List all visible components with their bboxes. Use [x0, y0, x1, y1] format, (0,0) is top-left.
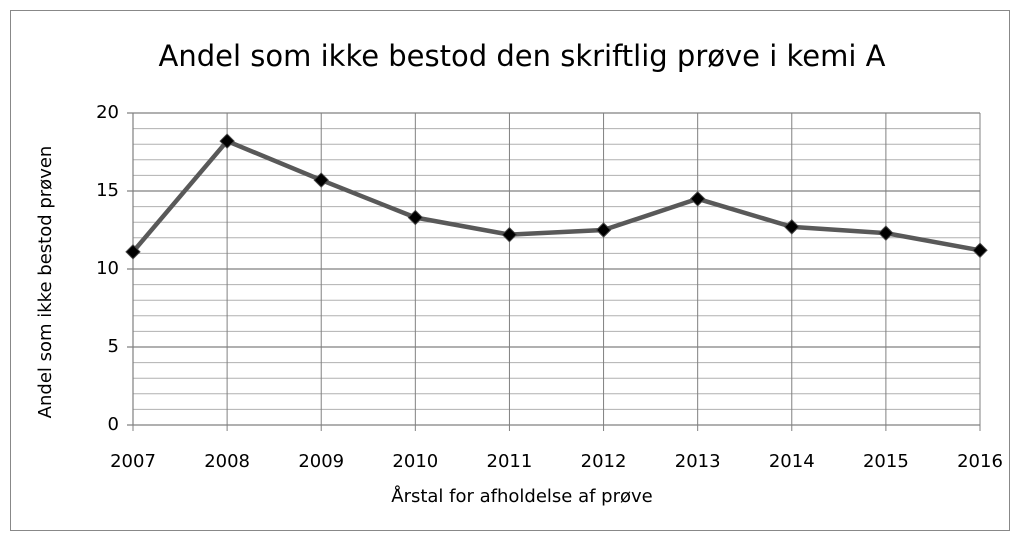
x-tick-label: 2008: [204, 451, 250, 472]
data-marker: [219, 133, 235, 149]
x-axis-label: Årstal for afholdelse af prøve: [391, 485, 653, 507]
data-marker: [689, 191, 706, 207]
y-tick-label: 20: [96, 102, 119, 123]
x-tick-label: 2007: [110, 451, 156, 472]
x-tick-label: 2012: [581, 451, 627, 472]
data-marker: [595, 222, 612, 238]
x-tick-label: 2013: [675, 451, 721, 472]
chart-frame: [10, 10, 1010, 531]
y-tick-label: 15: [96, 180, 119, 201]
y-axis-label: Andel som ikke bestod prøven: [35, 146, 56, 419]
data-marker: [972, 242, 988, 258]
x-tick-label: 2015: [863, 451, 909, 472]
data-line: [131, 138, 981, 254]
y-tick-label: 10: [96, 258, 119, 279]
y-tick-label: 0: [108, 414, 119, 435]
x-tick-label: 2016: [957, 451, 1003, 472]
chart-title: Andel som ikke bestod den skriftlig prøv…: [159, 39, 886, 73]
data-marker: [878, 225, 894, 241]
data-marker: [125, 244, 141, 260]
x-tick-label: 2014: [769, 451, 815, 472]
data-marker: [313, 172, 329, 188]
data-marker: [407, 209, 424, 226]
data-marker: [501, 226, 518, 243]
data-marker: [784, 219, 800, 235]
x-tick-label: 2009: [298, 451, 344, 472]
x-tick-label: 2011: [487, 451, 533, 472]
x-tick-label: 2010: [392, 451, 438, 472]
y-tick-label: 5: [108, 336, 119, 357]
